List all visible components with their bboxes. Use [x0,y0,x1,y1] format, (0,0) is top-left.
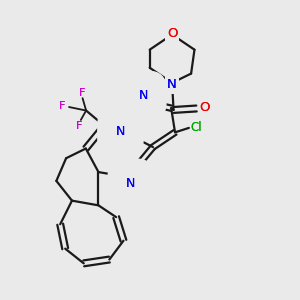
Text: N: N [126,177,136,190]
Text: N: N [126,177,136,190]
Text: N: N [139,89,148,102]
Text: N: N [167,78,176,91]
Text: Cl: Cl [191,121,202,134]
Text: N: N [167,78,176,91]
Text: O: O [200,101,210,114]
Text: N: N [139,89,148,102]
Text: F: F [76,122,83,131]
Text: O: O [167,27,178,40]
Text: O: O [167,27,178,40]
Text: O: O [200,101,210,114]
Text: F: F [79,88,86,98]
Text: F: F [79,88,86,98]
Text: F: F [76,122,83,131]
Text: F: F [59,100,66,110]
Text: Cl: Cl [191,121,202,134]
Text: N: N [116,125,125,138]
Text: F: F [59,100,66,110]
Text: N: N [116,125,125,138]
